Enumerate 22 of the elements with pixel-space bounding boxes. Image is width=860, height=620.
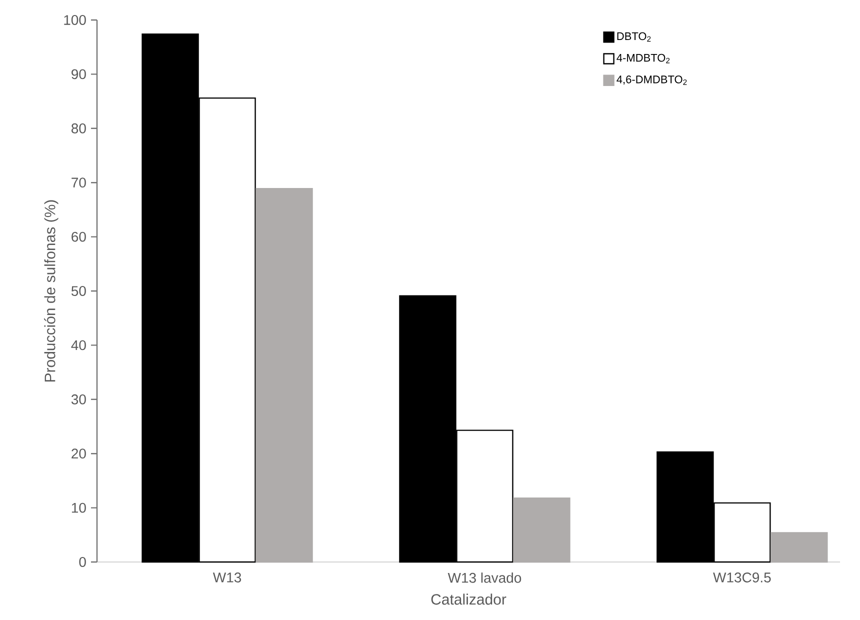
- x-tick-label: W13 lavado: [448, 572, 522, 583]
- legend-label: 4,6-DMDBTO$_{2}$: [616, 76, 687, 85]
- y-tick-label: 30: [71, 394, 86, 404]
- y-tick-label: 70: [72, 178, 86, 188]
- y-tick-label: 0: [79, 557, 86, 567]
- y-tick-label: 20: [72, 448, 86, 459]
- y-tick-label: 100: [64, 15, 86, 25]
- x-tick-label: W13: [212, 572, 242, 582]
- y-tick-label: 80: [72, 123, 86, 134]
- x-tick-label: W13C9.5: [713, 572, 771, 582]
- y-tick-label: 60: [72, 232, 86, 242]
- legend-label: 4-MDBTO$_{2}$: [616, 54, 670, 64]
- legend-label: DBTO$_{2}$: [617, 32, 651, 42]
- bar: [513, 497, 570, 563]
- y-axis-title: Producción de sulfonas (%): [44, 200, 58, 382]
- y-tick-label: 50: [71, 286, 86, 296]
- y-tick-label: 90: [72, 69, 86, 80]
- bar: [770, 532, 828, 563]
- y-tick-label: 40: [71, 340, 86, 350]
- y-tick-label: 10: [72, 502, 86, 513]
- x-axis-title: Catalizador: [431, 594, 506, 605]
- bar: [256, 188, 313, 563]
